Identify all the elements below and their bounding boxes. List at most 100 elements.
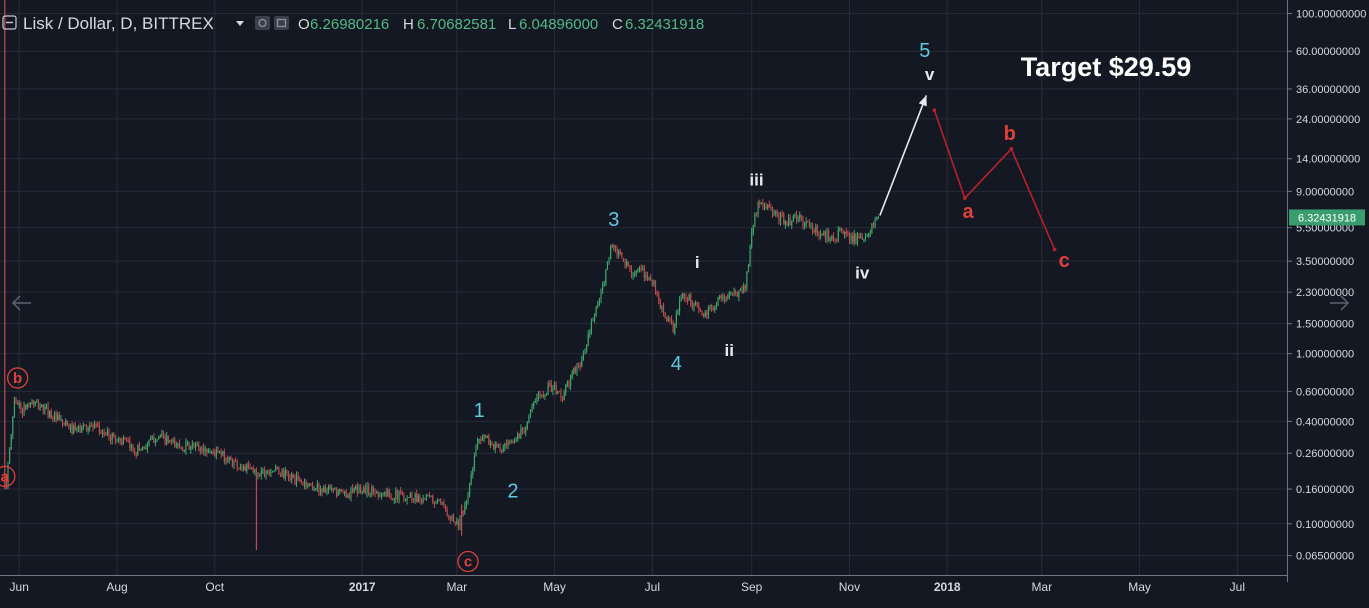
candle-body [361, 492, 363, 494]
price-axis-labels: 100.00000000 60.00000000 36.00000000 24.000… [1287, 8, 1366, 563]
wave-label-text: 3 [608, 209, 619, 231]
candle-body [244, 466, 246, 472]
candle-body [767, 204, 769, 208]
candle-body [571, 371, 573, 379]
candle-body [759, 202, 761, 205]
candle-body [291, 474, 293, 481]
candle-body [797, 218, 799, 220]
candle-body [860, 236, 862, 238]
wave-label: b [1004, 123, 1016, 145]
candle-body [26, 404, 28, 409]
scroll-left-icon[interactable] [11, 295, 31, 311]
candle-body [419, 496, 421, 500]
candle-body [831, 236, 833, 240]
candle-body [71, 424, 73, 434]
candle-body [606, 261, 608, 270]
candle-body [279, 473, 282, 477]
candle-body [36, 400, 38, 402]
candle-body [454, 522, 456, 524]
candle-body [424, 498, 426, 500]
candle-body [339, 489, 341, 491]
time-tick-label: Jul [645, 580, 660, 594]
candle-body [331, 488, 333, 490]
candle-body [475, 446, 477, 457]
candle-body [605, 269, 607, 284]
price-tick-label: 0.10000000 [1296, 519, 1354, 531]
candle-body [469, 483, 471, 496]
candle-body [509, 441, 511, 443]
scroll-right-icon[interactable] [1330, 295, 1350, 311]
candle-body [695, 302, 697, 304]
candle-body [275, 466, 277, 471]
candle-body [204, 448, 206, 452]
candle-body [828, 231, 830, 241]
price-axis[interactable] [1287, 0, 1369, 582]
candle-body [303, 481, 306, 485]
candle-body [161, 433, 163, 437]
candle-body [453, 515, 455, 523]
candle-body [659, 299, 661, 309]
candle-body [747, 264, 750, 273]
candle-body [537, 393, 540, 398]
candle-body [110, 438, 112, 441]
candle-body [188, 442, 190, 450]
candle-body [802, 217, 804, 226]
candle-body [150, 439, 152, 441]
candle-body [581, 359, 583, 367]
candle-body [21, 408, 23, 415]
candle-body [53, 413, 56, 420]
settings-icon[interactable] [255, 16, 270, 30]
time-tick-label: Sep [741, 580, 763, 594]
candle-body [376, 492, 378, 494]
wave-label-text: c [464, 554, 472, 571]
candle-body [409, 493, 411, 498]
indicator-toggle-icon[interactable] [274, 16, 289, 30]
candle-body [129, 440, 131, 448]
projection-vertex [1052, 247, 1057, 252]
candle-body [363, 487, 365, 493]
candle-body [49, 410, 51, 418]
candle-body [193, 443, 195, 448]
candle-body [315, 488, 317, 490]
candle-body [451, 515, 453, 520]
candle-body [380, 494, 383, 496]
candle-body [741, 289, 743, 293]
candle-body [856, 236, 859, 244]
candle-body [283, 470, 285, 479]
candle-body [186, 442, 189, 444]
wave-label-text: iv [855, 264, 870, 283]
wave-label-circle [0, 465, 16, 488]
candle-body [725, 296, 727, 301]
candle-body [512, 442, 514, 444]
projection-correction-abc [933, 109, 1056, 250]
candle-body [81, 427, 83, 433]
candle-body [658, 295, 660, 300]
candle-body [324, 486, 326, 493]
candle-body [180, 447, 182, 450]
candle-body [326, 490, 328, 493]
candle-body [728, 292, 730, 298]
candle-body [13, 397, 15, 417]
candle-body [178, 443, 181, 448]
candle-body [286, 470, 288, 474]
candle-body [876, 218, 878, 221]
low-value: 6.04896000 [519, 16, 598, 33]
candle-body [377, 492, 379, 497]
candle-body [731, 292, 734, 294]
candle-body [544, 394, 546, 397]
dropdown-caret-icon[interactable] [236, 21, 244, 26]
time-axis[interactable] [0, 575, 1287, 603]
candle-body [501, 450, 503, 452]
candle-body [650, 277, 652, 280]
candle-body [352, 488, 354, 492]
price-tick-label: 0.16000000 [1296, 484, 1354, 496]
candle-body [547, 383, 549, 394]
candle-body [342, 491, 344, 493]
wave-label: iii [749, 170, 763, 189]
collapse-icon[interactable] [2, 15, 17, 30]
symbol-title[interactable]: Lisk / Dollar, D, BITTREX [23, 14, 214, 33]
candle-body [199, 447, 201, 451]
candle-body [804, 224, 806, 226]
candle-body [257, 474, 259, 476]
